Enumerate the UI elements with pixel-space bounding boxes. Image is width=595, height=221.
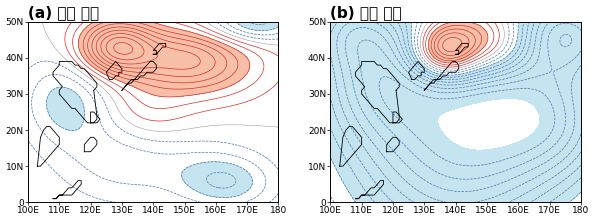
Text: (b) 강한 태풍: (b) 강한 태풍 [330,6,402,21]
Text: (a) 약한 태풍: (a) 약한 태풍 [28,6,99,21]
